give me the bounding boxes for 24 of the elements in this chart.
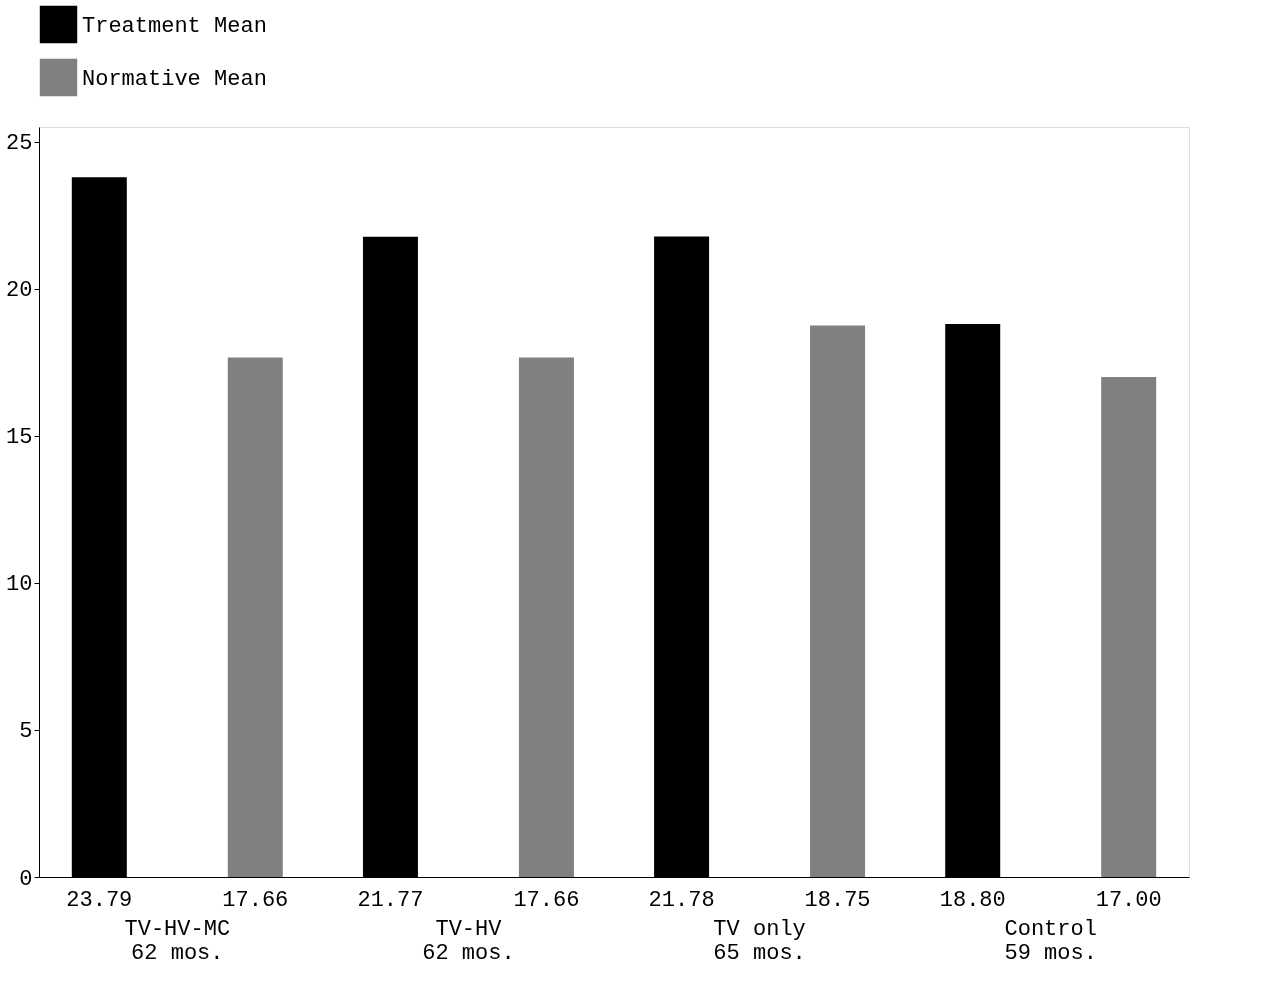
data-label: 17.66 [222, 888, 289, 913]
data-label: 18.75 [804, 888, 871, 913]
y-tick-label: 25 [6, 131, 33, 157]
bar [518, 357, 574, 877]
data-label: 23.79 [66, 888, 133, 913]
y-tick-label: 5 [19, 719, 33, 745]
data-label: 18.80 [939, 888, 1006, 913]
bar [227, 357, 283, 877]
legend-label: Treatment Mean [82, 13, 267, 39]
legend-label: Normative Mean [82, 66, 267, 92]
y-tick-label: 0 [19, 866, 33, 892]
x-tick-label: Control 59 mos. [1004, 916, 1097, 966]
bar [1101, 377, 1157, 877]
y-tick-label: 15 [6, 425, 33, 451]
data-label: 17.00 [1095, 888, 1162, 913]
y-tick-label: 10 [6, 572, 33, 598]
data-label: 17.66 [513, 888, 580, 913]
y-tick-label: 20 [6, 278, 33, 304]
data-label: 21.78 [648, 888, 715, 913]
x-tick-label: TV-HV 62 mos. [422, 916, 515, 966]
data-label: 21.77 [357, 888, 424, 913]
x-tick-label: TV only 65 mos. [713, 916, 806, 966]
bar [810, 325, 866, 877]
x-tick-label: TV-HV-MC 62 mos. [124, 916, 231, 966]
